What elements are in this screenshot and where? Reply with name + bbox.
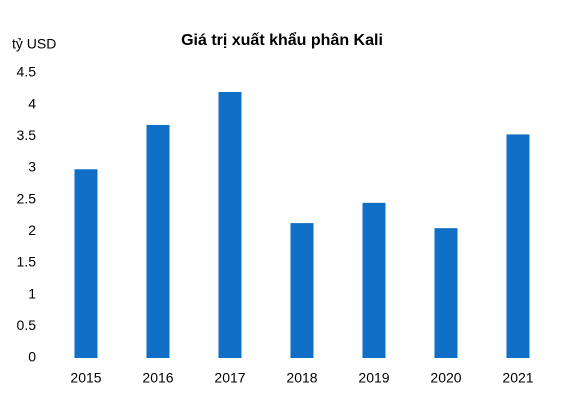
x-tick-label: 2019 xyxy=(358,370,389,386)
bar xyxy=(434,228,458,358)
bar xyxy=(506,134,530,358)
y-tick-label: 4.5 xyxy=(17,64,37,80)
x-tick-label: 2017 xyxy=(214,370,245,386)
y-axis-label: tỷ USD xyxy=(12,36,56,52)
x-tick-label: 2018 xyxy=(286,370,317,386)
y-tick-label: 1.5 xyxy=(17,254,37,270)
bar xyxy=(290,223,314,358)
y-tick-label: 4 xyxy=(28,95,36,111)
y-tick-label: 3.5 xyxy=(17,127,37,143)
x-tick-label: 2021 xyxy=(502,370,533,386)
chart-title: Giá trị xuất khẩu phân Kali xyxy=(181,31,383,49)
x-tick-label: 2016 xyxy=(142,370,173,386)
y-tick-label: 0.5 xyxy=(17,317,37,333)
y-tick-label: 1 xyxy=(28,285,36,301)
bar xyxy=(74,169,98,358)
bar xyxy=(218,92,242,358)
bar xyxy=(362,202,386,358)
y-tick-label: 2 xyxy=(28,222,36,238)
x-tick-label: 2015 xyxy=(70,370,101,386)
y-tick-label: 2.5 xyxy=(17,190,37,206)
y-tick-label: 3 xyxy=(28,159,36,175)
x-tick-label: 2020 xyxy=(430,370,461,386)
y-tick-label: 0 xyxy=(28,349,36,365)
bar xyxy=(146,124,170,358)
